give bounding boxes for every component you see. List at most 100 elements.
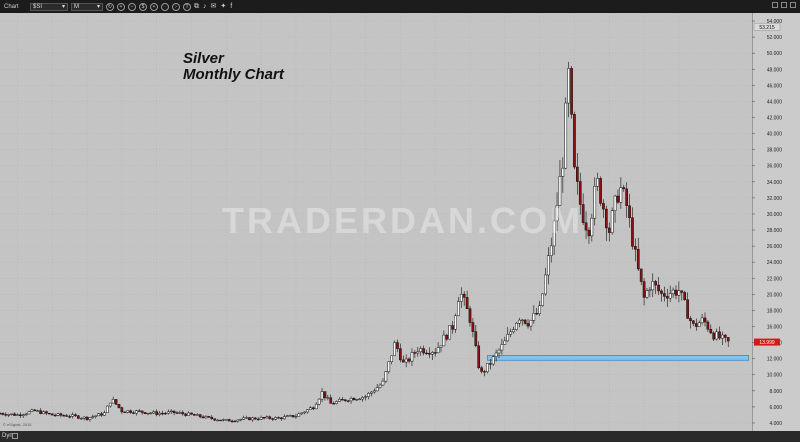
candle-body <box>639 268 643 282</box>
interval-field[interactable]: M ▾ <box>71 2 103 11</box>
candle-body <box>613 195 617 211</box>
candle-body <box>224 419 228 421</box>
candle-body <box>541 293 544 306</box>
annotation-line-2: Monthly Chart <box>183 66 284 83</box>
maximize-icon[interactable] <box>781 2 787 8</box>
candle-body <box>457 301 460 317</box>
candle-body <box>381 380 385 386</box>
candle-body <box>285 415 289 417</box>
candle-body <box>242 417 246 420</box>
candle-body <box>645 290 649 298</box>
symbol-field[interactable]: $SI ▾ <box>30 2 68 11</box>
candle-body <box>433 352 437 354</box>
status-toggle[interactable] <box>12 433 18 439</box>
facebook-icon[interactable]: f <box>230 2 233 10</box>
candle-body <box>352 398 356 401</box>
candle-body <box>76 415 80 419</box>
last-price-box <box>754 338 780 346</box>
candle-body <box>108 402 112 407</box>
candle-body <box>71 414 74 417</box>
crosshair-icon[interactable]: + <box>150 2 158 11</box>
y-tick-label: 42.000 <box>767 116 783 122</box>
refresh-icon[interactable]: ↻ <box>106 2 114 11</box>
candle-body <box>56 413 60 416</box>
minimize-icon[interactable] <box>772 2 778 8</box>
email-icon[interactable]: ✉ <box>210 2 217 10</box>
candle-body <box>172 410 176 413</box>
link-icon[interactable]: ⧉ <box>194 2 199 10</box>
candle-body <box>404 358 408 363</box>
candle-body <box>622 187 626 190</box>
candle-body <box>584 222 588 231</box>
candle-body <box>164 412 167 415</box>
candle-body <box>169 410 173 413</box>
candle-body <box>103 412 106 416</box>
zoom-out-icon[interactable]: − <box>128 2 136 11</box>
candle-body <box>294 415 298 418</box>
candle-body <box>329 397 333 404</box>
candle-body <box>338 399 341 402</box>
candle-body <box>129 410 132 413</box>
candle-body <box>494 352 498 357</box>
candle-body <box>410 352 414 362</box>
candle-body <box>317 398 321 405</box>
candle-body <box>581 204 585 223</box>
candle-body <box>361 396 364 400</box>
y-tick-label: 24.000 <box>767 260 783 266</box>
y-tick-label: 40.000 <box>767 132 783 138</box>
candle-body <box>677 290 681 296</box>
candle-body <box>561 167 565 177</box>
chevron-down-icon[interactable]: ▾ <box>96 3 100 10</box>
y-tick-label: 50.000 <box>767 51 783 57</box>
candle-body <box>700 317 704 323</box>
candle-body <box>36 410 40 412</box>
cursor-icon[interactable]: · <box>161 2 169 11</box>
candle-body <box>378 384 382 388</box>
candle-body <box>47 412 51 415</box>
candle-body <box>230 420 234 423</box>
candle-body <box>709 328 713 334</box>
candle-body <box>721 334 724 339</box>
text-icon[interactable]: T <box>183 2 191 11</box>
y-tick-label: 20.000 <box>767 292 783 298</box>
candle-body <box>111 399 115 404</box>
candle-body <box>355 399 359 401</box>
bell-icon[interactable]: ♪ <box>203 2 207 10</box>
candle-body <box>628 205 631 219</box>
y-tick-label: 10.000 <box>767 373 783 379</box>
candle-body <box>364 396 367 398</box>
candle-body <box>712 332 716 340</box>
candle-body <box>181 412 185 415</box>
y-tick-label: 6.000 <box>769 405 782 411</box>
close-icon[interactable] <box>790 2 796 8</box>
watermark-text: TRADERDAN.COM <box>222 200 583 241</box>
status-tag[interactable]: Dyn <box>2 433 13 439</box>
y-tick-label: 46.000 <box>767 83 783 89</box>
candle-body <box>616 195 620 203</box>
price-axis-panel[interactable] <box>752 13 800 431</box>
candle-body <box>152 411 156 414</box>
candle-body <box>642 281 646 298</box>
candle-body <box>346 400 350 402</box>
y-tick-label: 36.000 <box>767 164 783 170</box>
candle-body <box>178 412 182 414</box>
y-tick-label: 44.000 <box>767 99 783 105</box>
candle-body <box>135 410 138 414</box>
candle-body <box>311 407 315 410</box>
symbol-value: $SI <box>33 3 43 10</box>
candle-body <box>79 417 83 420</box>
dollar-icon[interactable]: $ <box>139 2 147 11</box>
twitter-icon[interactable]: ✦ <box>220 2 227 10</box>
candle-body <box>718 331 721 339</box>
candle-body <box>448 325 452 340</box>
candle-body <box>146 412 150 415</box>
candle-body <box>425 352 428 355</box>
chevron-down-icon[interactable]: ▾ <box>61 3 65 10</box>
zoom-in-icon[interactable]: + <box>117 2 125 11</box>
candle-body <box>18 414 22 416</box>
candle-body <box>523 319 527 324</box>
candle-body <box>370 391 373 394</box>
candle-body <box>7 414 11 416</box>
arrow-icon[interactable]: › <box>172 2 180 11</box>
y-tick-label: 32.000 <box>767 196 783 202</box>
